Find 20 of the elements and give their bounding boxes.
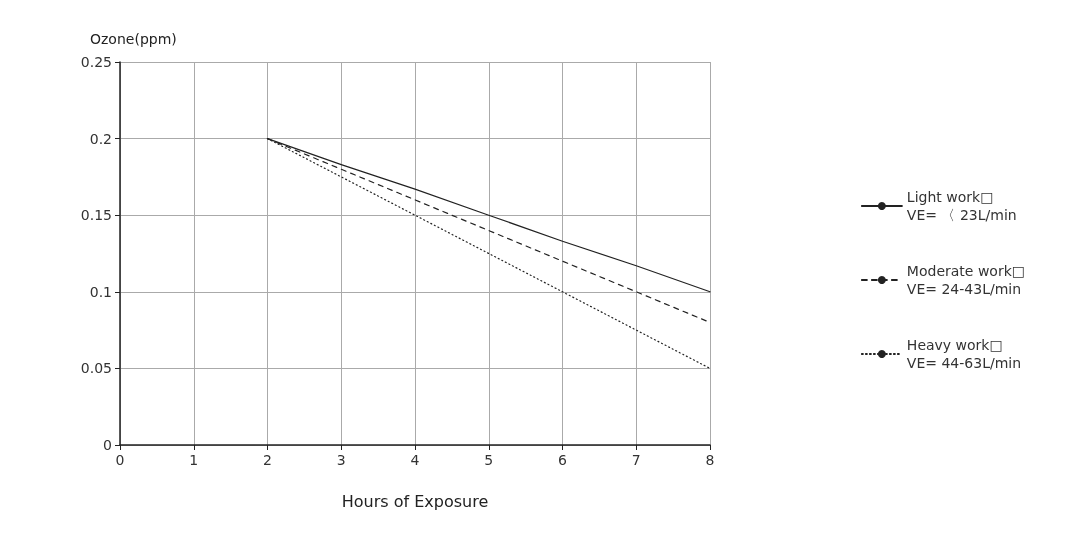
y-tick-label: 0 [103,437,112,453]
x-tick-label: 8 [705,452,715,468]
y-axis-title: Ozone(ppm) [90,31,177,47]
x-axis-title: Hours of Exposure [341,491,489,511]
y-tick-label: 0.15 [80,207,112,224]
x-tick-label: 0 [115,452,125,468]
x-tick-label: 6 [558,452,568,468]
x-tick-label: 2 [263,452,272,468]
y-tick-label: 0.25 [80,54,112,70]
x-tick-label: 5 [484,452,494,468]
legend-label: Moderate work□ VE= 24-43L/min [906,263,1025,297]
y-tick-label: 0.2 [89,130,112,147]
legend-label: Heavy work□ VE= 44-63L/min [906,337,1022,371]
x-tick-label: 7 [631,452,641,468]
x-tick-label: 3 [336,452,346,468]
y-tick-label: 0.05 [80,360,112,377]
legend-label: Light work□ VE= 〈 23L/min [906,189,1017,223]
x-tick-label: 1 [189,452,199,468]
y-tick-label: 0.1 [89,283,112,300]
x-tick-label: 4 [410,452,420,468]
